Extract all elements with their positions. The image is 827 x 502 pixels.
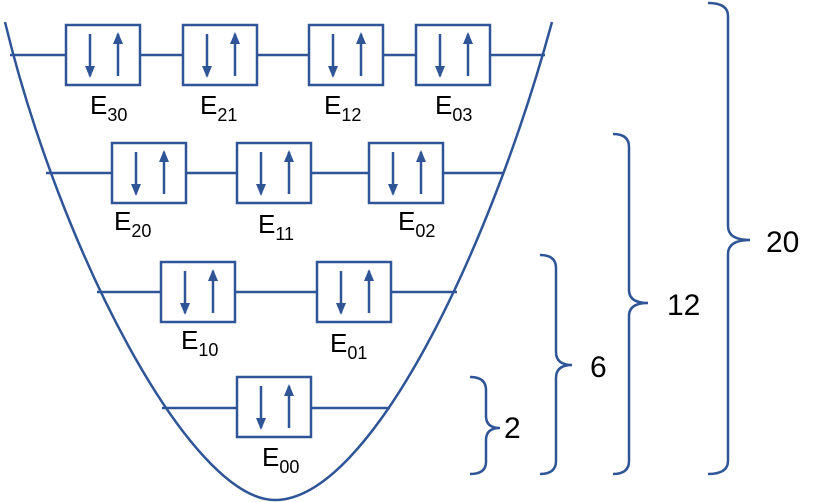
orbital-box-e00 [235, 375, 313, 439]
orbital-box-e03 [414, 23, 492, 87]
label-e02: E02 [398, 206, 435, 241]
label-e21: E21 [200, 90, 237, 125]
brace-6 [539, 253, 573, 476]
label-e10: E10 [181, 325, 218, 360]
brace-label-12: 12 [667, 289, 700, 322]
brace-20 [707, 1, 751, 476]
brace-label-20: 20 [766, 226, 799, 259]
orbital-box-e30 [64, 23, 142, 87]
orbital-box-e12 [307, 23, 385, 87]
orbital-box-e20 [110, 141, 188, 205]
label-e00: E00 [262, 442, 299, 477]
label-e12: E12 [324, 90, 361, 125]
orbital-box-e02 [367, 141, 445, 205]
orbital-box-e01 [315, 260, 393, 324]
label-e11: E11 [258, 209, 294, 244]
brace-label-2: 2 [504, 412, 521, 445]
brace-12 [612, 132, 649, 476]
label-e03: E03 [435, 90, 472, 125]
orbital-box-e11 [235, 141, 313, 205]
label-e20: E20 [114, 206, 151, 241]
brace-2 [469, 375, 501, 476]
brace-label-6: 6 [590, 351, 607, 384]
potential-well-curve [3, 21, 554, 502]
label-e01: E01 [330, 328, 367, 363]
label-e30: E30 [90, 90, 127, 125]
orbital-box-e10 [159, 260, 237, 324]
orbital-box-e21 [181, 23, 259, 87]
